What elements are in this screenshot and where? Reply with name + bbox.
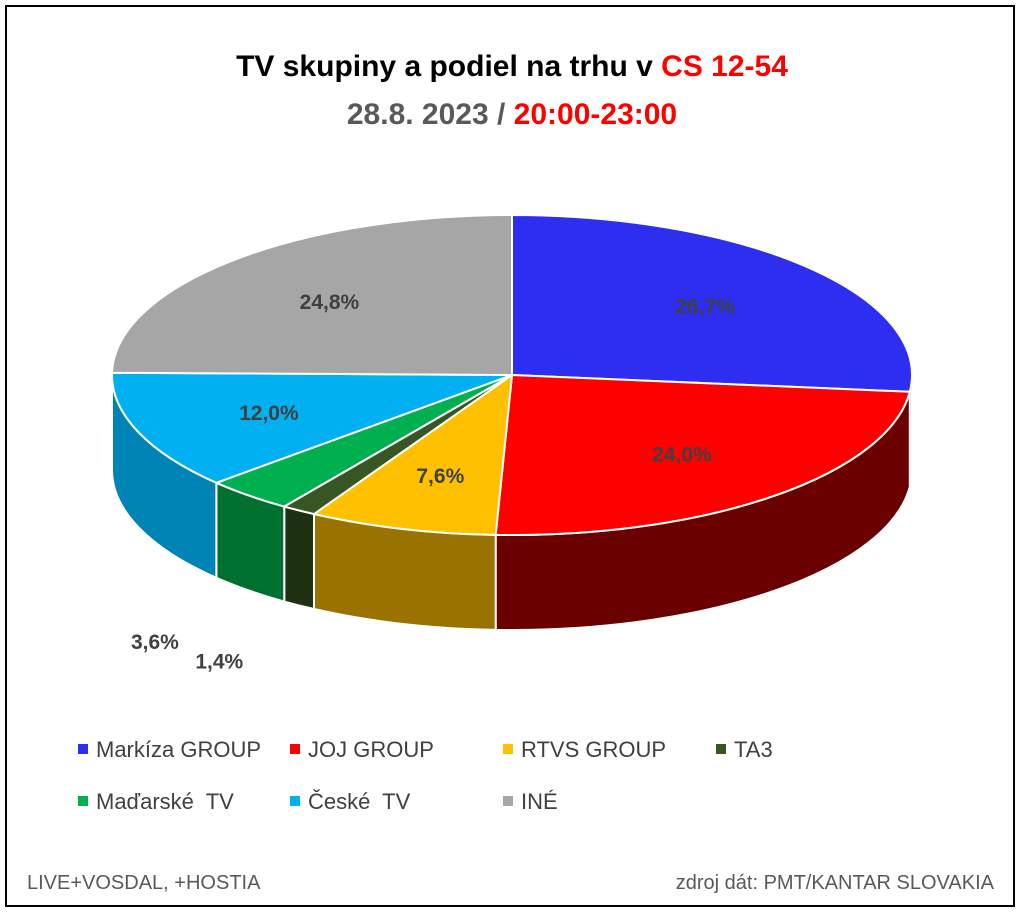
legend-label-1: JOJ GROUP — [308, 737, 434, 762]
legend-swatch-2 — [503, 744, 513, 755]
pie-slice-5 — [111, 371, 513, 484]
legend-item-5: České TV — [290, 789, 410, 815]
legend-label-3: TA3 — [734, 737, 773, 762]
data-label-2: 7,6% — [416, 465, 464, 488]
legend-label-4: Maďarské TV — [96, 789, 234, 814]
legend-item-1: JOJ GROUP — [290, 737, 434, 763]
legend-item-3: TA3 — [716, 737, 773, 763]
legend-swatch-1 — [290, 744, 300, 755]
data-label-1: 24,0% — [652, 444, 712, 467]
pie-slice-2 — [312, 374, 513, 536]
data-label-6: 24,8% — [300, 291, 360, 314]
legend-item-4: Maďarské TV — [78, 789, 234, 815]
legend-label-2: RTVS GROUP — [521, 737, 667, 762]
legend-swatch-0 — [78, 744, 88, 755]
pie-side-3 — [283, 505, 315, 611]
data-label-3: 1,4% — [195, 650, 243, 673]
legend-label-0: Markíza GROUP — [96, 737, 262, 762]
pie-slice-1 — [494, 374, 911, 537]
chart-title: TV skupiny a podiel na trhu v CS 12-54 — [236, 50, 788, 83]
pie-slice-0 — [511, 214, 913, 393]
footer-left: LIVE+VOSDAL, +HOSTIA — [27, 872, 261, 894]
legend-swatch-4 — [78, 796, 88, 807]
data-label-0: 26,7% — [675, 295, 735, 318]
title-highlight: CS 12-54 — [661, 50, 788, 83]
chart-subtitle: 28.8. 2023 / 20:00-23:00 — [346, 98, 678, 131]
data-label-5: 12,0% — [239, 402, 299, 425]
subtitle-time: 20:00-23:00 — [513, 98, 678, 131]
legend-item-0: Markíza GROUP — [78, 737, 261, 763]
footer-right: zdroj dát: PMT/KANTAR SLOVAKIA — [675, 872, 994, 894]
legend-swatch-6 — [503, 796, 513, 807]
legend-swatch-3 — [716, 744, 726, 755]
legend-item-6: INÉ — [503, 789, 558, 815]
legend-label-5: České TV — [308, 789, 411, 814]
legend-item-2: RTVS GROUP — [503, 737, 666, 763]
data-label-4: 3,6% — [131, 631, 179, 654]
legend-label-6: INÉ — [521, 789, 558, 814]
legend-swatch-5 — [290, 796, 300, 807]
pie-slice-6 — [111, 214, 513, 376]
